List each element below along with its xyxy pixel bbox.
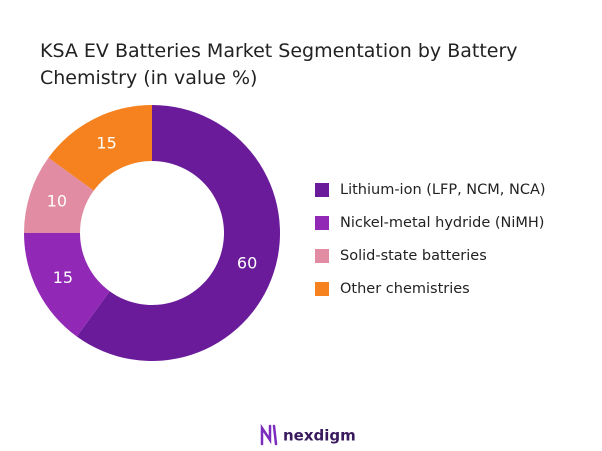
donut-slice — [24, 157, 94, 233]
legend-swatch — [315, 183, 329, 197]
logo-icon — [260, 423, 278, 446]
data-label: 60 — [237, 253, 257, 272]
donut-slice — [24, 233, 110, 337]
legend-label: Lithium-ion (LFP, NCM, NCA) — [340, 182, 546, 198]
legend-swatch — [315, 282, 329, 296]
data-label: 10 — [47, 192, 67, 211]
chart-title: KSA EV Batteries Market Segmentation by … — [40, 40, 518, 89]
brand-logo: nexdigm — [260, 423, 356, 446]
legend-swatch — [315, 216, 329, 230]
brand-name: nexdigm — [283, 427, 356, 445]
donut-slice — [76, 105, 280, 362]
legend-swatch — [315, 249, 329, 263]
data-label: 15 — [53, 268, 73, 287]
legend-label: Solid-state batteries — [340, 248, 487, 264]
data-label: 15 — [96, 133, 116, 152]
legend-label: Other chemistries — [340, 281, 470, 297]
legend-label: Nickel-metal hydride (NiMH) — [340, 215, 544, 231]
donut-slice — [48, 105, 152, 191]
